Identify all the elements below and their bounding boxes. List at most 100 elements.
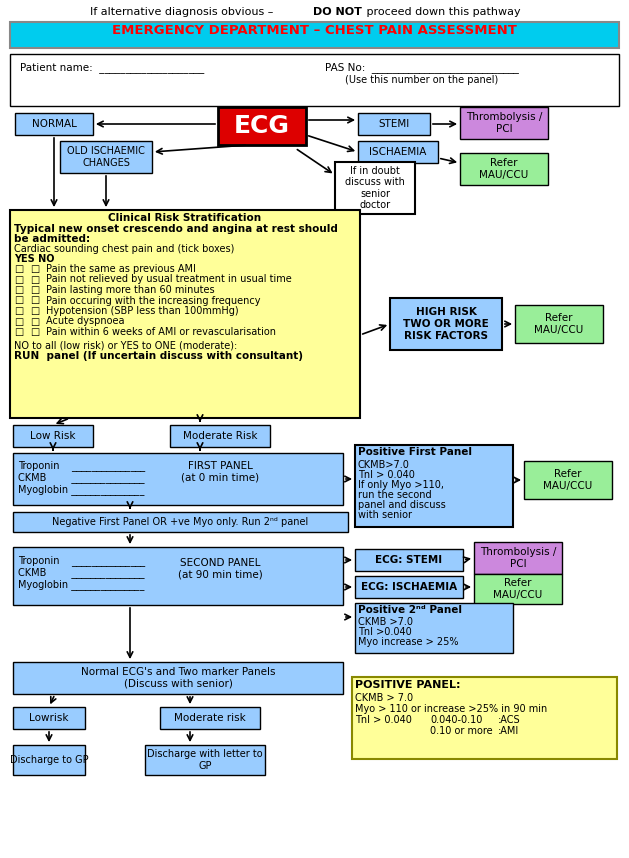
Text: Myoglobin _______________: Myoglobin _______________ <box>18 579 145 590</box>
FancyBboxPatch shape <box>460 153 548 185</box>
Text: CKMB        _______________: CKMB _______________ <box>18 567 145 578</box>
FancyBboxPatch shape <box>515 305 603 343</box>
Text: proceed down this pathway: proceed down this pathway <box>363 7 521 17</box>
Text: be admitted:: be admitted: <box>14 234 90 244</box>
Text: CKMB>7.0: CKMB>7.0 <box>358 460 410 470</box>
FancyBboxPatch shape <box>335 162 415 214</box>
Text: DO NOT: DO NOT <box>313 7 362 17</box>
Text: PAS No:  ____________________________: PAS No: ____________________________ <box>325 62 519 73</box>
Text: □: □ <box>14 264 23 274</box>
FancyBboxPatch shape <box>460 107 548 139</box>
Text: □: □ <box>30 264 39 274</box>
FancyBboxPatch shape <box>352 677 617 759</box>
Text: (Use this number on the panel): (Use this number on the panel) <box>345 75 498 85</box>
FancyBboxPatch shape <box>160 707 260 729</box>
Text: panel and discuss: panel and discuss <box>358 500 446 510</box>
Text: CKMB        _______________: CKMB _______________ <box>18 472 145 483</box>
Text: :AMI: :AMI <box>498 726 520 736</box>
Text: □: □ <box>30 285 39 295</box>
Text: Moderate Risk: Moderate Risk <box>183 431 257 441</box>
Text: ISCHAEMIA: ISCHAEMIA <box>369 147 426 157</box>
Text: If alternative diagnosis obvious –: If alternative diagnosis obvious – <box>90 7 277 17</box>
Text: If in doubt
discuss with
senior
doctor: If in doubt discuss with senior doctor <box>345 166 405 210</box>
Text: Low Risk: Low Risk <box>30 431 75 441</box>
Text: Pain not relieved by usual treatment in usual time: Pain not relieved by usual treatment in … <box>46 275 292 285</box>
Text: □: □ <box>30 275 39 285</box>
Text: Moderate risk: Moderate risk <box>174 713 246 723</box>
FancyBboxPatch shape <box>10 22 619 48</box>
Text: Discharge to GP: Discharge to GP <box>9 755 88 765</box>
Text: □: □ <box>14 327 23 337</box>
Text: □: □ <box>30 327 39 337</box>
Text: with senior: with senior <box>358 510 412 520</box>
Text: Normal ECG's and Two marker Panels
(Discuss with senior): Normal ECG's and Two marker Panels (Disc… <box>81 668 276 689</box>
Text: □: □ <box>30 317 39 327</box>
Text: POSITIVE PANEL:: POSITIVE PANEL: <box>355 680 460 690</box>
Text: STEMI: STEMI <box>379 119 409 129</box>
FancyBboxPatch shape <box>358 141 438 163</box>
Text: Discharge with letter to
GP: Discharge with letter to GP <box>147 749 263 770</box>
Text: CKMB > 7.0: CKMB > 7.0 <box>355 693 413 703</box>
FancyBboxPatch shape <box>474 542 562 574</box>
FancyBboxPatch shape <box>390 298 502 350</box>
FancyBboxPatch shape <box>358 113 430 135</box>
Text: Refer
MAU/CCU: Refer MAU/CCU <box>543 469 593 491</box>
Text: Pain occuring with the increasing frequency: Pain occuring with the increasing freque… <box>46 295 260 305</box>
FancyBboxPatch shape <box>15 113 93 135</box>
FancyBboxPatch shape <box>13 512 348 532</box>
Text: Positive 2ⁿᵈ Panel: Positive 2ⁿᵈ Panel <box>358 605 462 615</box>
Text: NORMAL: NORMAL <box>31 119 77 129</box>
FancyBboxPatch shape <box>355 445 513 527</box>
Text: Thrombolysis /
PCI: Thrombolysis / PCI <box>466 112 542 134</box>
Text: □: □ <box>30 295 39 305</box>
FancyBboxPatch shape <box>355 603 513 653</box>
Text: OLD ISCHAEMIC
CHANGES: OLD ISCHAEMIC CHANGES <box>67 146 145 168</box>
Text: YES NO: YES NO <box>14 254 55 264</box>
Text: ECG: ECG <box>234 114 290 138</box>
Text: Pain lasting more than 60 minutes: Pain lasting more than 60 minutes <box>46 285 214 295</box>
Text: Myo increase > 25%: Myo increase > 25% <box>358 637 459 647</box>
Text: Pain the same as previous AMI: Pain the same as previous AMI <box>46 264 196 274</box>
FancyBboxPatch shape <box>13 425 93 447</box>
Text: CKMB >7.0: CKMB >7.0 <box>358 617 413 627</box>
Text: 0.10 or more: 0.10 or more <box>430 726 493 736</box>
Text: Troponin    _______________: Troponin _______________ <box>18 555 145 566</box>
Text: 0.040-0.10: 0.040-0.10 <box>430 715 482 725</box>
Text: □: □ <box>14 317 23 327</box>
Text: Refer
MAU/CCU: Refer MAU/CCU <box>493 578 543 600</box>
FancyBboxPatch shape <box>145 745 265 775</box>
FancyBboxPatch shape <box>170 425 270 447</box>
Text: FIRST PANEL
(at 0 min time): FIRST PANEL (at 0 min time) <box>181 462 259 483</box>
Text: Myoglobin _______________: Myoglobin _______________ <box>18 484 145 495</box>
Text: ECG: STEMI: ECG: STEMI <box>376 555 443 565</box>
Text: Typical new onset crescendo and angina at rest should: Typical new onset crescendo and angina a… <box>14 224 338 234</box>
Text: Clinical Risk Stratification: Clinical Risk Stratification <box>108 213 262 223</box>
Text: If only Myo >110,: If only Myo >110, <box>358 480 444 490</box>
Text: Myo > 110 or increase >25% in 90 min: Myo > 110 or increase >25% in 90 min <box>355 704 547 714</box>
Text: EMERGENCY DEPARTMENT – CHEST PAIN ASSESSMENT: EMERGENCY DEPARTMENT – CHEST PAIN ASSESS… <box>111 24 516 37</box>
Text: :ACS: :ACS <box>498 715 521 725</box>
FancyBboxPatch shape <box>10 54 619 106</box>
Text: run the second: run the second <box>358 490 431 500</box>
FancyBboxPatch shape <box>13 707 85 729</box>
Text: TnI > 0.040: TnI > 0.040 <box>355 715 412 725</box>
Text: NO to all (low risk) or YES to ONE (moderate):: NO to all (low risk) or YES to ONE (mode… <box>14 341 237 351</box>
FancyBboxPatch shape <box>524 461 612 499</box>
Text: Hypotension (SBP less than 100mmHg): Hypotension (SBP less than 100mmHg) <box>46 306 238 316</box>
Text: ECG: ISCHAEMIA: ECG: ISCHAEMIA <box>361 582 457 592</box>
FancyBboxPatch shape <box>13 547 343 605</box>
Text: □: □ <box>30 306 39 316</box>
Text: Refer
MAU/CCU: Refer MAU/CCU <box>535 313 584 335</box>
Text: SECOND PANEL
(at 90 min time): SECOND PANEL (at 90 min time) <box>177 559 262 580</box>
Text: Cardiac sounding chest pain and (tick boxes): Cardiac sounding chest pain and (tick bo… <box>14 244 235 254</box>
Text: Pain within 6 weeks of AMI or revascularisation: Pain within 6 weeks of AMI or revascular… <box>46 327 276 337</box>
Text: Troponin    _______________: Troponin _______________ <box>18 460 145 471</box>
Text: Patient name:  ____________________: Patient name: ____________________ <box>20 62 204 73</box>
Text: □: □ <box>14 295 23 305</box>
Text: Refer
MAU/CCU: Refer MAU/CCU <box>479 158 528 180</box>
Text: Acute dyspnoea: Acute dyspnoea <box>46 317 125 327</box>
FancyBboxPatch shape <box>474 574 562 604</box>
FancyBboxPatch shape <box>13 662 343 694</box>
Text: TnI > 0.040: TnI > 0.040 <box>358 470 415 480</box>
Text: Lowrisk: Lowrisk <box>30 713 69 723</box>
